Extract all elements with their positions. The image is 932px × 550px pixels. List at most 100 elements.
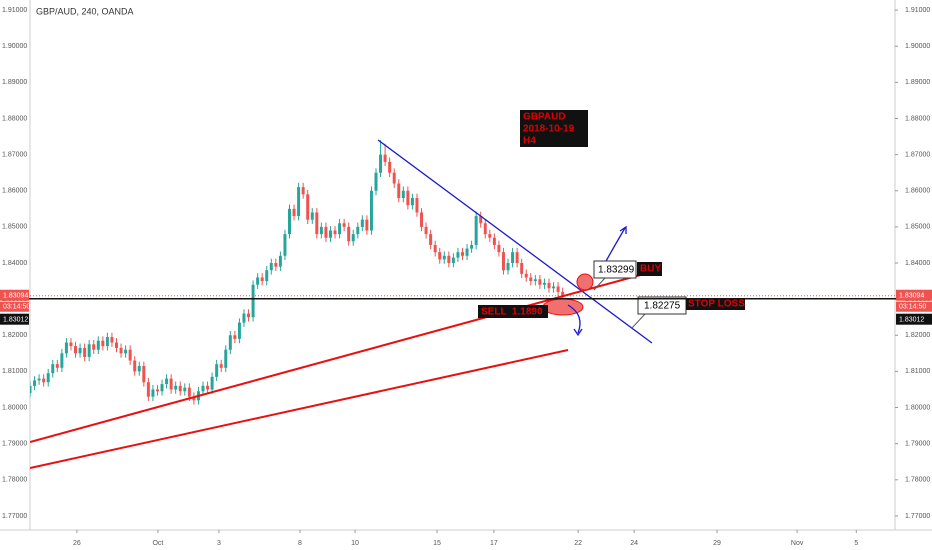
candle-body: [438, 252, 442, 260]
y-tick-label: 1.78000: [905, 477, 930, 484]
x-tick-label: 22: [574, 540, 582, 547]
candle-body: [306, 194, 310, 220]
candle-body: [269, 263, 273, 271]
candle-body: [442, 255, 446, 260]
candle-body: [242, 313, 246, 323]
candle-body: [74, 346, 78, 354]
candle-body: [401, 190, 405, 198]
callout-line: [631, 313, 646, 329]
candle-body: [383, 154, 387, 162]
candle-body: [538, 279, 542, 285]
candle-body: [483, 223, 487, 235]
candle-body: [515, 252, 519, 264]
candle-body: [451, 257, 455, 264]
candle-body: [142, 365, 146, 383]
y-tick-label: 1.79000: [2, 440, 27, 447]
candle-body: [365, 219, 369, 231]
candle-body: [83, 347, 87, 357]
y-tick-label: 1.79000: [905, 440, 930, 447]
candle-body: [424, 226, 428, 235]
candle-body: [265, 270, 269, 282]
y-tick-label: 1.84000: [2, 260, 27, 267]
trend-line: [377, 139, 653, 344]
y-tick-label: 1.86000: [905, 188, 930, 195]
candle-body: [292, 208, 296, 217]
y-tick-label: 1.90000: [2, 43, 27, 50]
candle-body: [78, 347, 82, 354]
candle-body: [465, 248, 469, 256]
candle-body: [556, 286, 560, 292]
price-box: [0, 313, 29, 325]
candle-body: [46, 373, 50, 383]
candle-body: [456, 252, 460, 258]
buy-price: 1.83299: [598, 265, 635, 276]
candle-body: [33, 380, 37, 386]
candle-body: [237, 322, 241, 339]
candle-body: [283, 234, 287, 256]
countdown-box: [0, 301, 29, 312]
candle-body: [474, 216, 478, 245]
price-label: 1.83012: [3, 317, 28, 324]
candle-body: [297, 187, 301, 217]
candle-body: [178, 385, 182, 392]
candle-body: [433, 244, 437, 253]
candle-body: [388, 161, 392, 173]
candle-body: [520, 263, 524, 274]
y-tick-label: 1.89000: [2, 79, 27, 86]
candle-body: [529, 277, 533, 282]
candle-body: [511, 252, 515, 264]
y-tick-label: 1.85000: [905, 224, 930, 231]
candle-body: [51, 364, 55, 374]
candle-body: [415, 197, 419, 213]
candle-body: [160, 384, 164, 392]
candle-body: [187, 387, 191, 397]
candle-body: [406, 190, 410, 206]
buy-price-box: [593, 260, 637, 279]
callout-line: [593, 277, 606, 291]
candle-body: [429, 234, 433, 245]
candle-body: [328, 230, 332, 238]
candle-body: [251, 284, 255, 318]
y-tick-label: 1.89000: [905, 79, 930, 86]
trend-line: [30, 349, 569, 469]
y-tick-label: 1.80000: [2, 404, 27, 411]
y-tick-label: 1.84000: [905, 260, 930, 267]
y-tick-label: 1.90000: [905, 43, 930, 50]
candle-body: [110, 337, 114, 343]
candle-body: [492, 237, 496, 245]
info-line: 2018-10-19: [523, 124, 575, 135]
candle-body: [247, 313, 251, 318]
candle-body: [169, 378, 173, 390]
candle-body: [342, 223, 346, 227]
candle-body: [497, 244, 501, 253]
sell-box: [478, 305, 548, 318]
stop-label: STOP LOSS: [688, 299, 745, 310]
candle-body: [374, 172, 378, 191]
candle-body: [397, 183, 401, 198]
last-price-box: [0, 289, 29, 301]
stop-price: 1.82275: [644, 301, 681, 312]
candle-body: [146, 382, 150, 397]
candle-body: [288, 208, 291, 235]
last-price-box: [896, 289, 932, 301]
y-tick-label: 1.78000: [2, 477, 27, 484]
candle-body: [119, 347, 123, 354]
candle-body: [552, 286, 556, 289]
candle-body: [501, 252, 505, 271]
candle-body: [410, 197, 414, 206]
candle-body: [155, 389, 159, 392]
candle-body: [524, 273, 528, 278]
buy-marker: [576, 273, 594, 291]
candle-body: [87, 344, 91, 357]
candle-body: [30, 385, 32, 394]
candle-body: [420, 212, 424, 227]
y-tick-label: 1.88000: [2, 115, 27, 122]
candle-body: [319, 226, 323, 235]
x-tick-label: 3: [217, 540, 221, 547]
countdown-label: 03:14:50: [3, 304, 30, 311]
candle-body: [210, 376, 214, 390]
x-tick-label: 17: [490, 540, 498, 547]
x-tick-label: 5: [854, 540, 858, 547]
